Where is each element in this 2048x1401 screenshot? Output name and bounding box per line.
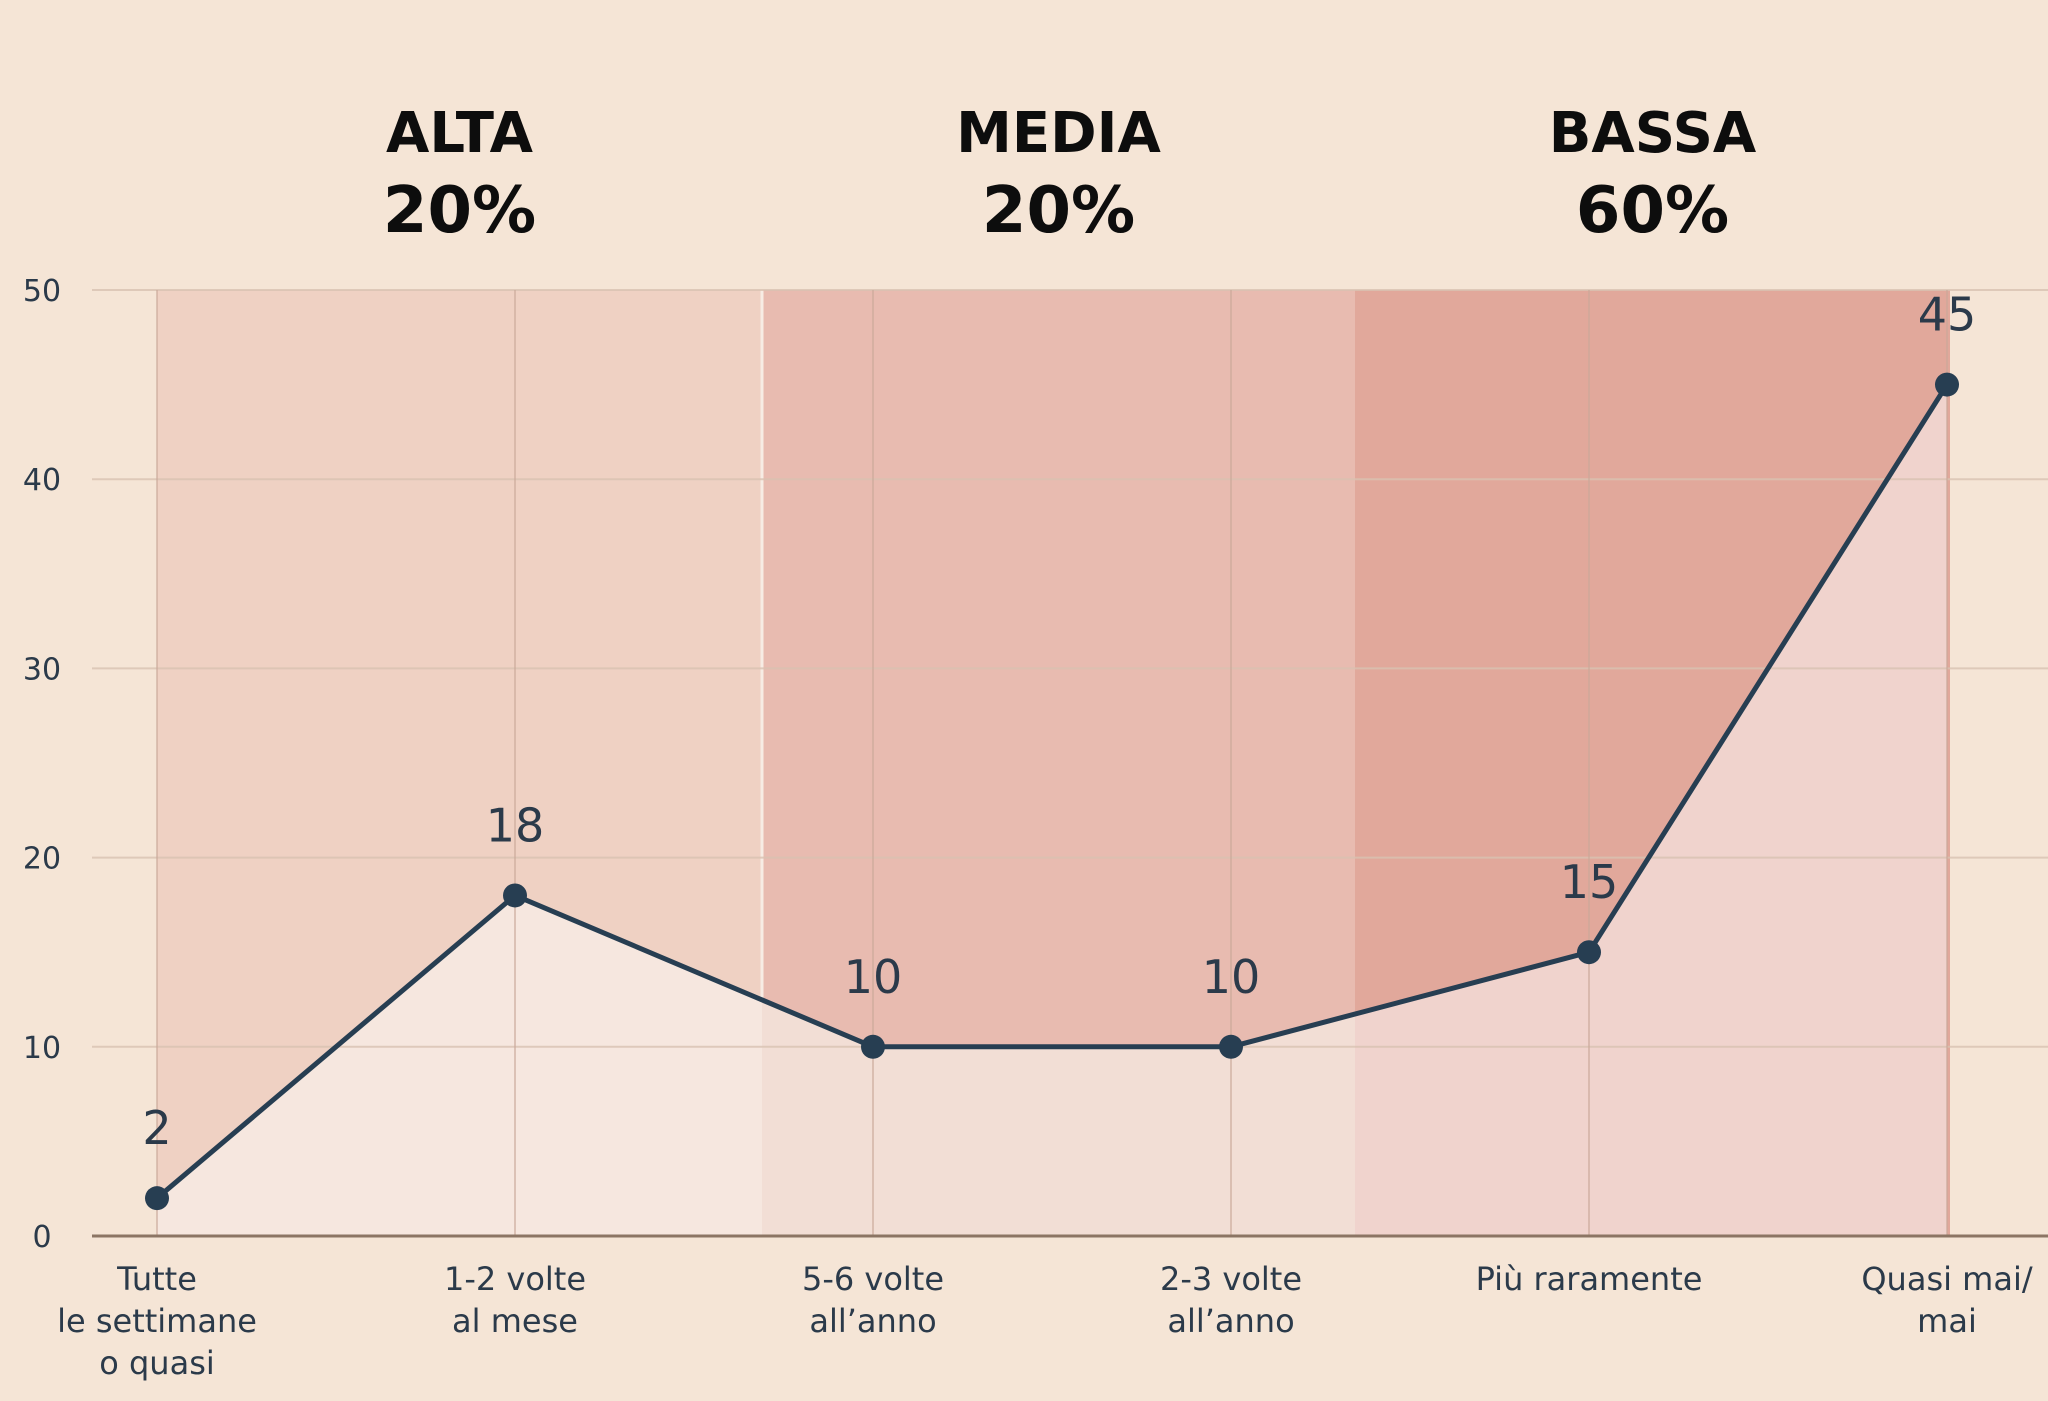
data-point [503, 883, 527, 908]
y-tick-label: 40 [23, 463, 61, 498]
band-title-alta: ALTA [386, 101, 534, 166]
band-title-media: MEDIA [956, 101, 1161, 166]
x-tick-label-line: mai [1917, 1302, 1977, 1340]
y-tick-label: 30 [23, 652, 61, 687]
below-line-area-alta [157, 895, 762, 1236]
data-point [145, 1186, 169, 1211]
data-label: 15 [1560, 855, 1619, 909]
band-percent-media: 20% [982, 174, 1135, 248]
data-point [861, 1034, 885, 1059]
x-tick-label-line: le settimane [57, 1302, 257, 1340]
data-label: 45 [1918, 288, 1977, 342]
x-tick-label-line: all’anno [809, 1302, 936, 1340]
x-tick-label: Tutte le settimane o quasi [57, 1260, 257, 1382]
series-line [155, 383, 1950, 1201]
x-tick-label: 2-3 volte all’anno [1160, 1260, 1302, 1340]
x-tick-label-line: 2-3 volte [1160, 1260, 1302, 1298]
data-label: 10 [1202, 950, 1261, 1004]
x-tick-label-line: Tutte [116, 1260, 197, 1298]
y-tick-label: 50 [23, 274, 61, 309]
data-label: 18 [486, 798, 545, 852]
x-tick-label-line: o quasi [99, 1344, 215, 1382]
data-point [1219, 1034, 1243, 1059]
x-tick-label-line: all’anno [1167, 1302, 1294, 1340]
y-tick-label: 0 [32, 1220, 51, 1255]
x-tick-label: Più raramente [1476, 1260, 1703, 1298]
data-label: 2 [142, 1101, 171, 1155]
data-label: 10 [844, 950, 903, 1004]
y-tick-label: 20 [23, 842, 61, 877]
band-percent-alta: 20% [383, 174, 536, 248]
below-line-area-bassa [1355, 384, 1947, 1237]
below-line-area-media [762, 999, 1355, 1236]
x-tick-label-line: al mese [452, 1302, 578, 1340]
data-point [1935, 372, 1959, 397]
data-point [1577, 940, 1601, 965]
x-tick-label-line: 5-6 volte [802, 1260, 944, 1298]
x-tick-label: Quasi mai/mai [1861, 1260, 2032, 1340]
x-tick-label: 1-2 volte al mese [444, 1260, 586, 1340]
x-tick-label-line: 1-2 volte [444, 1260, 586, 1298]
band-percent-bassa: 60% [1576, 174, 1729, 248]
x-tick-label-line: Quasi mai/ [1861, 1260, 2032, 1298]
y-tick-label: 10 [23, 1031, 61, 1066]
band-title-bassa: BASSA [1549, 101, 1757, 166]
x-tick-label-line: Più raramente [1476, 1260, 1703, 1298]
x-tick-label: 5-6 volte all’anno [802, 1260, 944, 1340]
